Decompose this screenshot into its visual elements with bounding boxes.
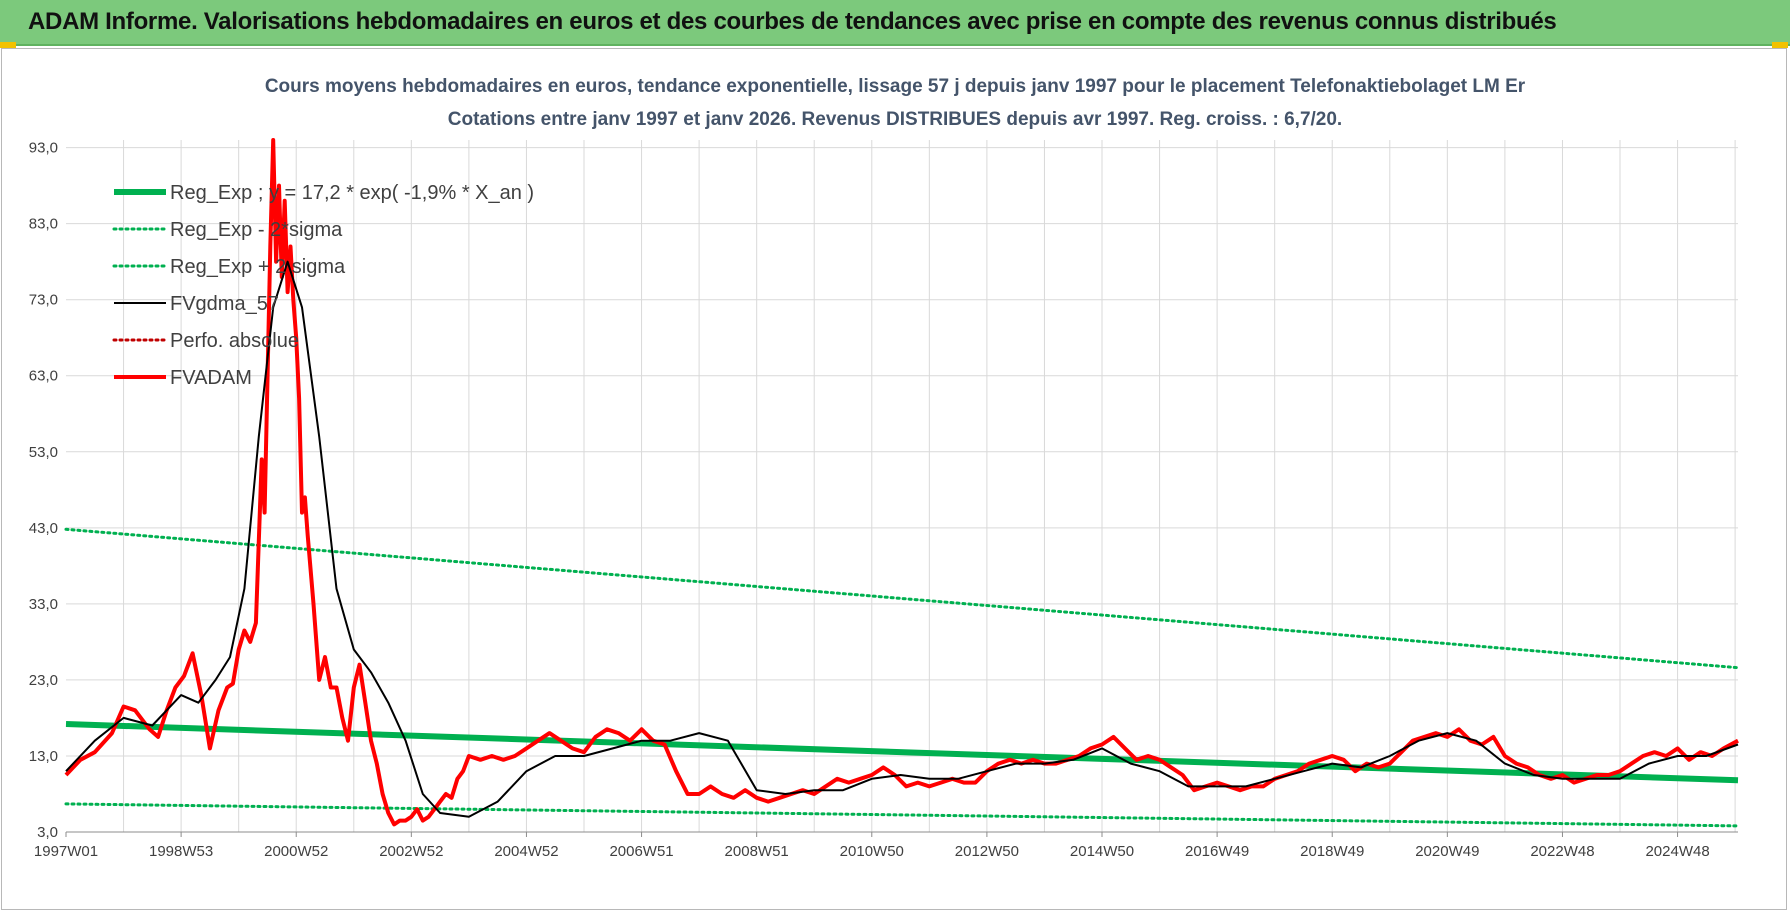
legend-label: FVgdma_57 [170, 293, 279, 315]
chart-title-line-2: Cotations entre janv 1997 et janv 2026. … [448, 109, 1342, 130]
legend: Reg_Exp ; y = 17,2 * exp( -1,9% * X_an )… [112, 182, 534, 389]
corner-marker-right [1772, 42, 1788, 48]
chart-title-line-1: Cours moyens hebdomadaires en euros, ten… [265, 76, 1526, 97]
banner: ADAM Informe. Valorisations hebdomadaire… [0, 0, 1790, 46]
y-tick-label: 3,0 [37, 824, 58, 841]
legend-label: Reg_Exp - 2*sigma [170, 219, 343, 241]
series-line-1 [64, 802, 1740, 828]
banner-title: ADAM Informe. Valorisations hebdomadaire… [28, 8, 1557, 35]
x-tick-label: 2014W50 [1070, 843, 1134, 860]
y-tick-label: 23,0 [29, 672, 58, 689]
x-tick-label: 2022W48 [1530, 843, 1594, 860]
y-tick-label: 93,0 [29, 140, 58, 157]
x-tick-label: 2018W49 [1300, 843, 1364, 860]
x-tick-label: 2006W51 [609, 843, 673, 860]
y-tick-label: 53,0 [29, 444, 58, 461]
legend-label: Reg_Exp + 2 sigma [170, 256, 346, 278]
axis-labels: 3,0 13,0 23,0 33,0 43,0 53,0 63,0 73,0 83,0 93,0 1… [29, 140, 1710, 860]
legend-label: Reg_Exp ; y = 17,2 * exp( -1,9% * X_an ) [170, 182, 534, 204]
corner-marker-left [0, 42, 16, 48]
y-tick-label: 43,0 [29, 520, 58, 537]
x-tick-label: 2016W49 [1185, 843, 1249, 860]
x-tick-label: 2020W49 [1415, 843, 1479, 860]
y-tick-label: 63,0 [29, 368, 58, 385]
series-line-0 [65, 721, 1739, 784]
y-tick-label: 13,0 [29, 748, 58, 765]
chart-title: Cours moyens hebdomadaires en euros, ten… [265, 76, 1526, 130]
grid-layer [65, 140, 1738, 837]
y-tick-label: 83,0 [29, 216, 58, 233]
chart-frame [1, 48, 1787, 910]
x-tick-label: 1997W01 [34, 843, 98, 860]
series-line-3 [65, 260, 1739, 818]
y-tick-label: 33,0 [29, 596, 58, 613]
series-layer [64, 138, 1740, 828]
series-line-5 [64, 138, 1739, 827]
x-tick-label: 2010W50 [840, 843, 904, 860]
legend-label: Perfo. absolue [170, 330, 299, 352]
x-tick-label: 1998W53 [149, 843, 213, 860]
x-tick-label: 2004W52 [494, 843, 558, 860]
x-tick-label: 2012W50 [955, 843, 1019, 860]
y-tick-label: 73,0 [29, 292, 58, 309]
x-tick-label: 2024W48 [1645, 843, 1709, 860]
x-tick-label: 2008W51 [725, 843, 789, 860]
series-line-2 [64, 527, 1740, 670]
legend-label: FVADAM [170, 367, 252, 389]
x-tick-label: 2000W52 [264, 843, 328, 860]
x-tick-label: 2002W52 [379, 843, 443, 860]
